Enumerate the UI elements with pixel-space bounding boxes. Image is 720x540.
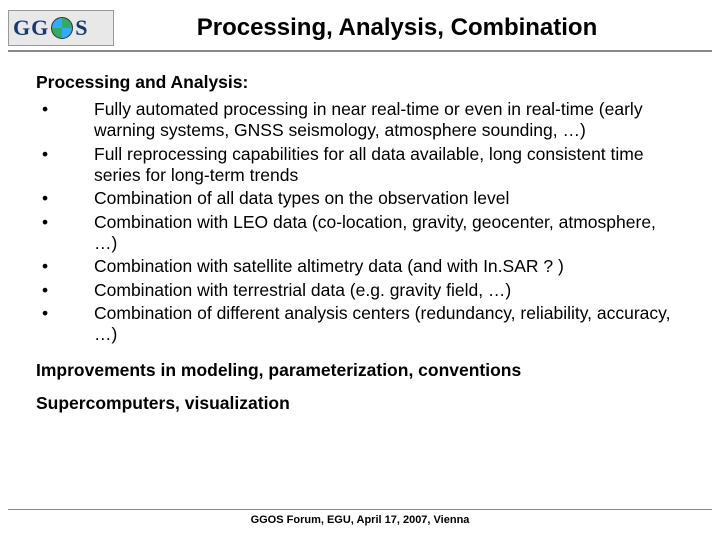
bullet-marker: • <box>36 144 94 165</box>
bullet-text: Combination with terrestrial data (e.g. … <box>94 280 684 301</box>
ggos-logo: GG S <box>8 10 114 46</box>
bullet-text: Combination of all data types on the obs… <box>94 188 684 209</box>
list-item: • Combination of different analysis cent… <box>36 303 684 346</box>
bullet-marker: • <box>36 188 94 209</box>
logo-text-left: GG <box>13 15 49 41</box>
list-item: • Combination with satellite altimetry d… <box>36 256 684 277</box>
list-item: • Combination of all data types on the o… <box>36 188 684 209</box>
section-heading: Processing and Analysis: <box>36 72 684 93</box>
bullet-text: Combination with LEO data (co-location, … <box>94 212 684 255</box>
footer-divider <box>8 509 712 510</box>
list-item: • Combination with LEO data (co-location… <box>36 212 684 255</box>
logo-text-right: S <box>75 15 88 41</box>
list-item: • Combination with terrestrial data (e.g… <box>36 280 684 301</box>
bullet-marker: • <box>36 212 94 233</box>
bullet-text: Combination with satellite altimetry dat… <box>94 256 684 277</box>
globe-icon <box>51 17 73 39</box>
bullet-text: Full reprocessing capabilities for all d… <box>94 144 684 187</box>
list-item: • Full reprocessing capabilities for all… <box>36 144 684 187</box>
slide-header: GG S Processing, Analysis, Combination <box>0 0 720 50</box>
sub-heading-1: Improvements in modeling, parameterizati… <box>36 360 684 381</box>
list-item: • Fully automated processing in near rea… <box>36 99 684 142</box>
bullet-text: Combination of different analysis center… <box>94 303 684 346</box>
sub-heading-2: Supercomputers, visualization <box>36 393 684 414</box>
footer-text: GGOS Forum, EGU, April 17, 2007, Vienna <box>8 514 712 526</box>
bullet-marker: • <box>36 256 94 277</box>
slide-footer: GGOS Forum, EGU, April 17, 2007, Vienna <box>8 509 712 526</box>
bullet-marker: • <box>36 280 94 301</box>
bullet-list: • Fully automated processing in near rea… <box>36 99 684 346</box>
slide-title: Processing, Analysis, Combination <box>114 14 720 42</box>
bullet-text: Fully automated processing in near real-… <box>94 99 684 142</box>
bullet-marker: • <box>36 99 94 120</box>
bullet-marker: • <box>36 303 94 324</box>
slide-content: Processing and Analysis: • Fully automat… <box>0 52 720 414</box>
